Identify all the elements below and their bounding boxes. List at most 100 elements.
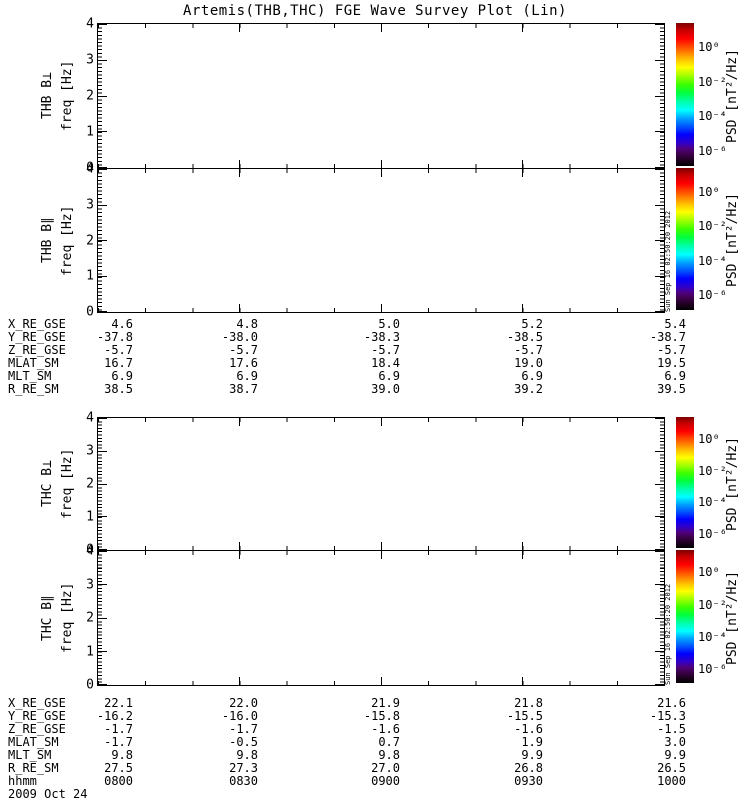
ephemeris-row-label: Y_RE_GSE	[8, 330, 66, 344]
ephemeris-value: -5.7	[229, 343, 258, 357]
ephemeris-row-label: Z_RE_GSE	[8, 722, 66, 736]
ephemeris-row: R_RE_SM 38.5 38.7 39.0 39.2 39.5	[0, 383, 750, 396]
y-tick-label: 3	[86, 443, 94, 459]
ephemeris-row: MLT_SM 9.8 9.8 9.8 9.9 9.9	[0, 749, 750, 762]
date-label: 2009 Oct 24	[8, 787, 88, 800]
colorbar	[676, 23, 694, 166]
colorbar-tick-label: 10⁻²	[698, 74, 727, 89]
colorbar-tick-label: 10⁻⁴	[698, 253, 727, 268]
ephemeris-value: -15.5	[506, 709, 543, 723]
colorbar	[676, 168, 694, 310]
ephemeris-row-label: MLT_SM	[8, 748, 52, 762]
x-major-ticks	[98, 169, 664, 177]
ephemeris-value: 19.5	[657, 356, 686, 370]
y-major-ticks	[655, 418, 664, 550]
ephemeris-value: 9.8	[111, 748, 133, 762]
ephemeris-value: 9.8	[378, 748, 400, 762]
y-tick-label: 4	[86, 410, 94, 426]
plot-title: Artemis(THB,THC) FGE Wave Survey Plot (L…	[183, 3, 567, 19]
time-tick-label: 0800	[104, 774, 133, 788]
ephemeris-value: 39.5	[657, 382, 686, 396]
y-tick-label: 2	[86, 610, 94, 626]
ephemeris-row: Z_RE_GSE -1.7 -1.7 -1.6 -1.6 -1.5	[0, 723, 750, 736]
x-major-ticks	[98, 24, 664, 32]
panel-freq-label: freq [Hz]	[60, 60, 75, 132]
colorbar-tick-label: 10⁻⁶	[698, 661, 727, 676]
ephemeris-row: MLT_SM 6.9 6.9 6.9 6.9 6.9	[0, 370, 750, 383]
creation-timestamp: Sun Sep 16 02:50:20 2012	[664, 583, 672, 685]
y-tick-label: 2	[86, 476, 94, 492]
y-tick-label: 1	[86, 644, 94, 659]
ephemeris-row: MLAT_SM 16.7 17.6 18.4 19.0 19.5	[0, 357, 750, 370]
y-tick-label: 4	[86, 543, 94, 559]
y-tick-label: 0	[86, 542, 94, 558]
ephemeris-value: -38.3	[363, 330, 400, 344]
y-tick-label: 3	[86, 577, 94, 592]
panel-label: THB B∥	[40, 217, 55, 264]
y-tick-label: 4	[86, 161, 94, 177]
ephemeris-row-label: Z_RE_GSE	[8, 343, 66, 357]
x-major-ticks	[98, 418, 664, 426]
ephemeris-value: 22.0	[229, 696, 258, 710]
ephemeris-row: Z_RE_GSE -5.7 -5.7 -5.7 -5.7 -5.7	[0, 344, 750, 357]
panel-freq-label: freq [Hz]	[60, 582, 75, 654]
ephemeris-value: 21.9	[371, 696, 400, 710]
colorbar-tick-label: 10⁻⁴	[698, 629, 727, 644]
ephemeris-value: 21.6	[657, 696, 686, 710]
y-major-ticks	[98, 24, 107, 168]
ephemeris-value: 39.2	[514, 382, 543, 396]
ephemeris-table-thb: X_RE_GSE 4.6 4.8 5.0 5.2 5.4 Y_RE_GSE -3…	[0, 318, 750, 396]
x-major-ticks	[98, 160, 664, 168]
ephemeris-row-label: MLT_SM	[8, 369, 52, 383]
ephemeris-value: -1.7	[104, 735, 133, 749]
ephemeris-value: -1.6	[371, 722, 400, 736]
y-major-ticks	[655, 24, 664, 168]
colorbar-tick-label: 10⁰	[698, 432, 720, 447]
y-major-ticks	[655, 551, 664, 685]
colorbar-tick-label: 10⁻²	[698, 219, 727, 234]
ephemeris-value: 6.9	[111, 369, 133, 383]
ephemeris-value: -0.5	[229, 735, 258, 749]
ephemeris-value: 6.9	[378, 369, 400, 383]
colorbar-axis-label: PSD [nT²/Hz]	[725, 437, 740, 531]
spectrogram-panel-thb-bpar: THB B∥ freq [Hz] 4 3 2 1 0 10⁰ 10⁻² 10⁻⁴…	[40, 163, 740, 319]
colorbar	[676, 550, 694, 683]
time-axis-label: hhmm	[8, 774, 37, 788]
y-tick-label: 2	[86, 88, 94, 104]
ephemeris-value: -1.7	[229, 722, 258, 736]
ephemeris-value: -15.3	[649, 709, 686, 723]
colorbar	[676, 417, 694, 548]
ephemeris-value: 6.9	[236, 369, 258, 383]
ephemeris-value: -38.7	[649, 330, 686, 344]
colorbar-tick-label: 10⁰	[698, 184, 720, 199]
x-major-ticks	[98, 677, 664, 685]
y-tick-label: 1	[86, 509, 94, 525]
time-tick-label: 0830	[229, 774, 258, 788]
colorbar-tick-label: 10⁻⁴	[698, 495, 727, 510]
ephemeris-value: -5.7	[104, 343, 133, 357]
ephemeris-value: -5.7	[514, 343, 543, 357]
ephemeris-value: 18.4	[371, 356, 400, 370]
panel-label: THC B⊥	[40, 460, 55, 508]
y-tick-label: 3	[86, 52, 94, 68]
ephemeris-value: 3.0	[664, 735, 686, 749]
ephemeris-value: -15.8	[363, 709, 400, 723]
y-major-ticks	[98, 169, 107, 312]
ephemeris-value: 4.8	[236, 317, 258, 331]
colorbar-axis-label: PSD [nT²/Hz]	[725, 49, 740, 143]
y-tick-label: 1	[86, 268, 94, 284]
ephemeris-value: -37.8	[96, 330, 133, 344]
colorbar-tick-label: 10⁻⁶	[698, 527, 727, 542]
ephemeris-row-label: Y_RE_GSE	[8, 709, 66, 723]
ephemeris-value: -5.7	[657, 343, 686, 357]
colorbar-tick-label: 10⁻⁶	[698, 143, 727, 158]
ephemeris-value: 38.5	[104, 382, 133, 396]
ephemeris-row-label: R_RE_SM	[8, 382, 59, 396]
ephemeris-value: 5.4	[664, 317, 686, 331]
ephemeris-value: 5.2	[521, 317, 543, 331]
ephemeris-row-label: MLAT_SM	[8, 356, 59, 370]
colorbar-tick-label: 10⁻²	[698, 597, 727, 612]
colorbar-tick-label: 10⁰	[698, 565, 720, 580]
time-tick-label: 0900	[371, 774, 400, 788]
